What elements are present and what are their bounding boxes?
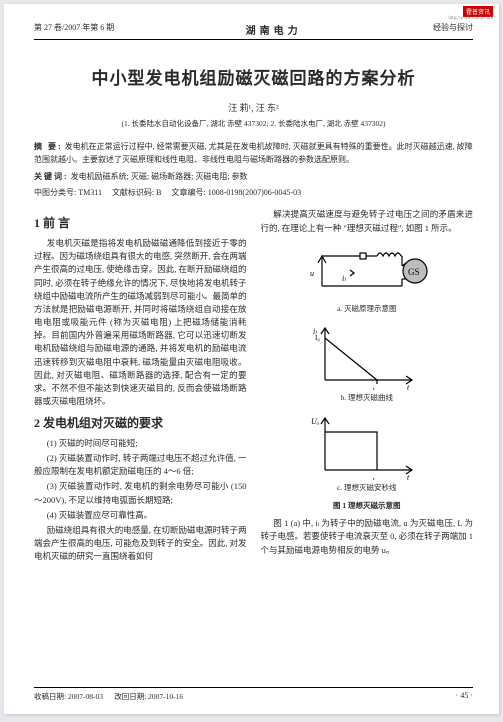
affiliations: (1. 长委陆水自动化设备厂, 湖北 赤壁 437302; 2. 长委陆水电厂,… — [34, 118, 473, 129]
abstract: 摘 要: 发电机在正常运行过程中, 经常需要灭磁, 尤其是在发电机故障时, 灭磁… — [34, 141, 473, 167]
section-2-list: (1) 灭磁的时间尽可能短; (2) 灭磁装置动作时, 转子两端过电压不超过允许… — [34, 437, 247, 522]
clc-value: TM311 — [78, 188, 102, 197]
section-2-title: 2 发电机组对灭磁的要求 — [34, 414, 247, 433]
list-item: (3) 灭磁装置动作时, 发电机的剩余电势尽可能小 (150～200V), 不足… — [34, 480, 247, 506]
section-2-tail: 励磁绕组具有很大的电感量, 在切断励磁电源时转子两端会产生很高的电压, 可能危及… — [34, 524, 247, 564]
svg-text:I₀: I₀ — [315, 334, 320, 342]
doccode-label: 文献标识码: — [112, 188, 154, 197]
running-header: 第 27 卷/2007 年第 6 期 湖南电力 经验与探讨 — [34, 22, 473, 40]
header-right: 经验与探讨 — [433, 22, 473, 37]
figure-1a: u GS iₗ — [261, 241, 474, 315]
figure-1c: Uₐ t t₁ c. 理想灭磁安秒线 — [261, 410, 474, 494]
figure-1b: iₗ t I₀ t₁ b. 理想灭磁曲线 — [261, 320, 474, 404]
page: 霍普资讯 http://www.cqvip.com 第 27 卷/2007 年第… — [4, 4, 499, 714]
svg-text:Uₐ: Uₐ — [311, 417, 320, 426]
svg-text:t: t — [407, 383, 410, 390]
left-column: 1 前 言 发电机灭磁是指将发电机励磁磁通降低到接近于零的过程。因为磁场绕组具有… — [34, 208, 247, 565]
list-item: (1) 灭磁的时间尽可能短; — [34, 437, 247, 450]
page-footer: 收稿日期: 2007-08-03 改回日期: 2007-10-16 · 45 · — [34, 687, 473, 702]
received-date: 收稿日期: 2007-08-03 — [34, 692, 103, 701]
svg-text:t: t — [407, 473, 410, 480]
keywords-text: 发电机励磁系统; 灭磁; 磁场断路器; 灭磁电阻; 参数 — [71, 172, 248, 181]
svg-text:iₗ: iₗ — [342, 274, 346, 283]
classification-line: 中图分类号: TM311 文献标识码: B 文章编号: 1008-0198(20… — [34, 187, 473, 198]
body-columns: 1 前 言 发电机灭磁是指将发电机励磁磁通降低到接近于零的过程。因为磁场绕组具有… — [34, 208, 473, 565]
decay-curve-icon: iₗ t I₀ t₁ — [307, 320, 427, 390]
clc-label: 中图分类号: — [34, 188, 76, 197]
circuit-diagram-icon: u GS iₗ — [292, 241, 442, 301]
revised-date: 改回日期: 2007-10-16 — [114, 692, 183, 701]
artid-value: 1008-0198(2007)06-0045-03 — [208, 188, 301, 197]
header-left: 第 27 卷/2007 年第 6 期 — [34, 22, 114, 37]
svg-text:t₁: t₁ — [373, 386, 377, 390]
list-item: (4) 灭磁装置应尽可靠性高。 — [34, 509, 247, 522]
list-item: (2) 灭磁装置动作时, 转子两端过电压不超过允许值, 一般应限制在发电机额定励… — [34, 452, 247, 478]
watermark-url: http://www.cqvip.com — [448, 16, 493, 21]
right-column: 解决提高灭磁速度与避免转子过电压之间的矛盾来进行的, 在理论上有一种 "理想灭磁… — [261, 208, 474, 565]
right-intro-para: 解决提高灭磁速度与避免转子过电压之间的矛盾来进行的, 在理论上有一种 "理想灭磁… — [261, 208, 474, 234]
abstract-text: 发电机在正常运行过程中, 经常需要灭磁, 尤其是在发电机故障时, 灭磁就更具有特… — [34, 142, 473, 164]
keywords-label: 关键词: — [34, 172, 69, 181]
figure-1-para: 图 1 (a) 中, iₗ 为转子中的励磁电流, u 为灭磁电压, L 为转子电… — [261, 517, 474, 557]
svg-text:t₁: t₁ — [373, 476, 377, 480]
volt-curve-icon: Uₐ t t₁ — [307, 410, 427, 480]
header-center: 湖南电力 — [246, 22, 302, 37]
authors: 汪 莉¹, 汪 东² — [34, 101, 473, 114]
article-title: 中小型发电机组励磁灭磁回路的方案分析 — [34, 64, 473, 89]
figure-1c-caption: c. 理想灭磁安秒线 — [261, 482, 474, 494]
figure-1a-caption: a. 灭磁原理示意图 — [261, 303, 474, 315]
figure-1-caption: 图 1 理想灭磁示意图 — [261, 500, 474, 512]
section-1-title: 1 前 言 — [34, 214, 247, 233]
svg-text:u: u — [310, 269, 314, 278]
keywords: 关键词: 发电机励磁系统; 灭磁; 磁场断路器; 灭磁电阻; 参数 — [34, 171, 473, 184]
figure-1b-caption: b. 理想灭磁曲线 — [261, 392, 474, 404]
abstract-label: 摘 要: — [34, 142, 63, 151]
svg-text:GS: GS — [408, 267, 420, 277]
artid-label: 文章编号: — [172, 188, 206, 197]
section-1-para: 发电机灭磁是指将发电机励磁磁通降低到接近于零的过程。因为磁场绕组具有很大的电感,… — [34, 237, 247, 408]
page-number: · 45 · — [456, 691, 473, 702]
doccode-value: B — [156, 188, 161, 197]
